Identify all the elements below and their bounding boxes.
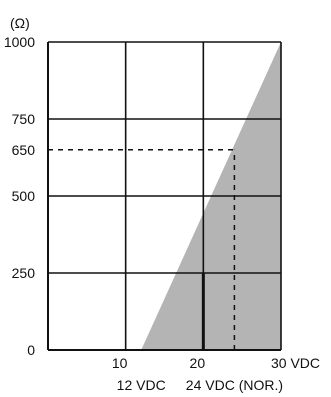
tick-label-layer: 0 250 500 650 750 1000 10 20 30 VDC	[4, 34, 320, 371]
y-tick-label-500: 500	[12, 188, 36, 204]
y-tick-label-750: 750	[12, 111, 36, 127]
x-tick-label-20: 20	[190, 355, 206, 371]
annotation-layer: 12 VDC 24 VDC (NOR.)	[117, 377, 283, 393]
y-axis-unit-label: (Ω)	[10, 15, 30, 31]
annotation-label-0: 12 VDC	[117, 377, 166, 393]
x-tick-label-10: 10	[112, 355, 128, 371]
y-tick-label-0: 0	[27, 342, 35, 358]
y-tick-label-250: 250	[12, 265, 36, 281]
y-tick-label-1000: 1000	[4, 34, 35, 50]
x-tick-label-30: 30 VDC	[271, 355, 320, 371]
reference-line-layer	[48, 149, 236, 350]
annotation-label-1: 24 VDC (NOR.)	[186, 377, 283, 393]
gridline-layer	[47, 41, 282, 351]
y-tick-label-650: 650	[12, 142, 36, 158]
